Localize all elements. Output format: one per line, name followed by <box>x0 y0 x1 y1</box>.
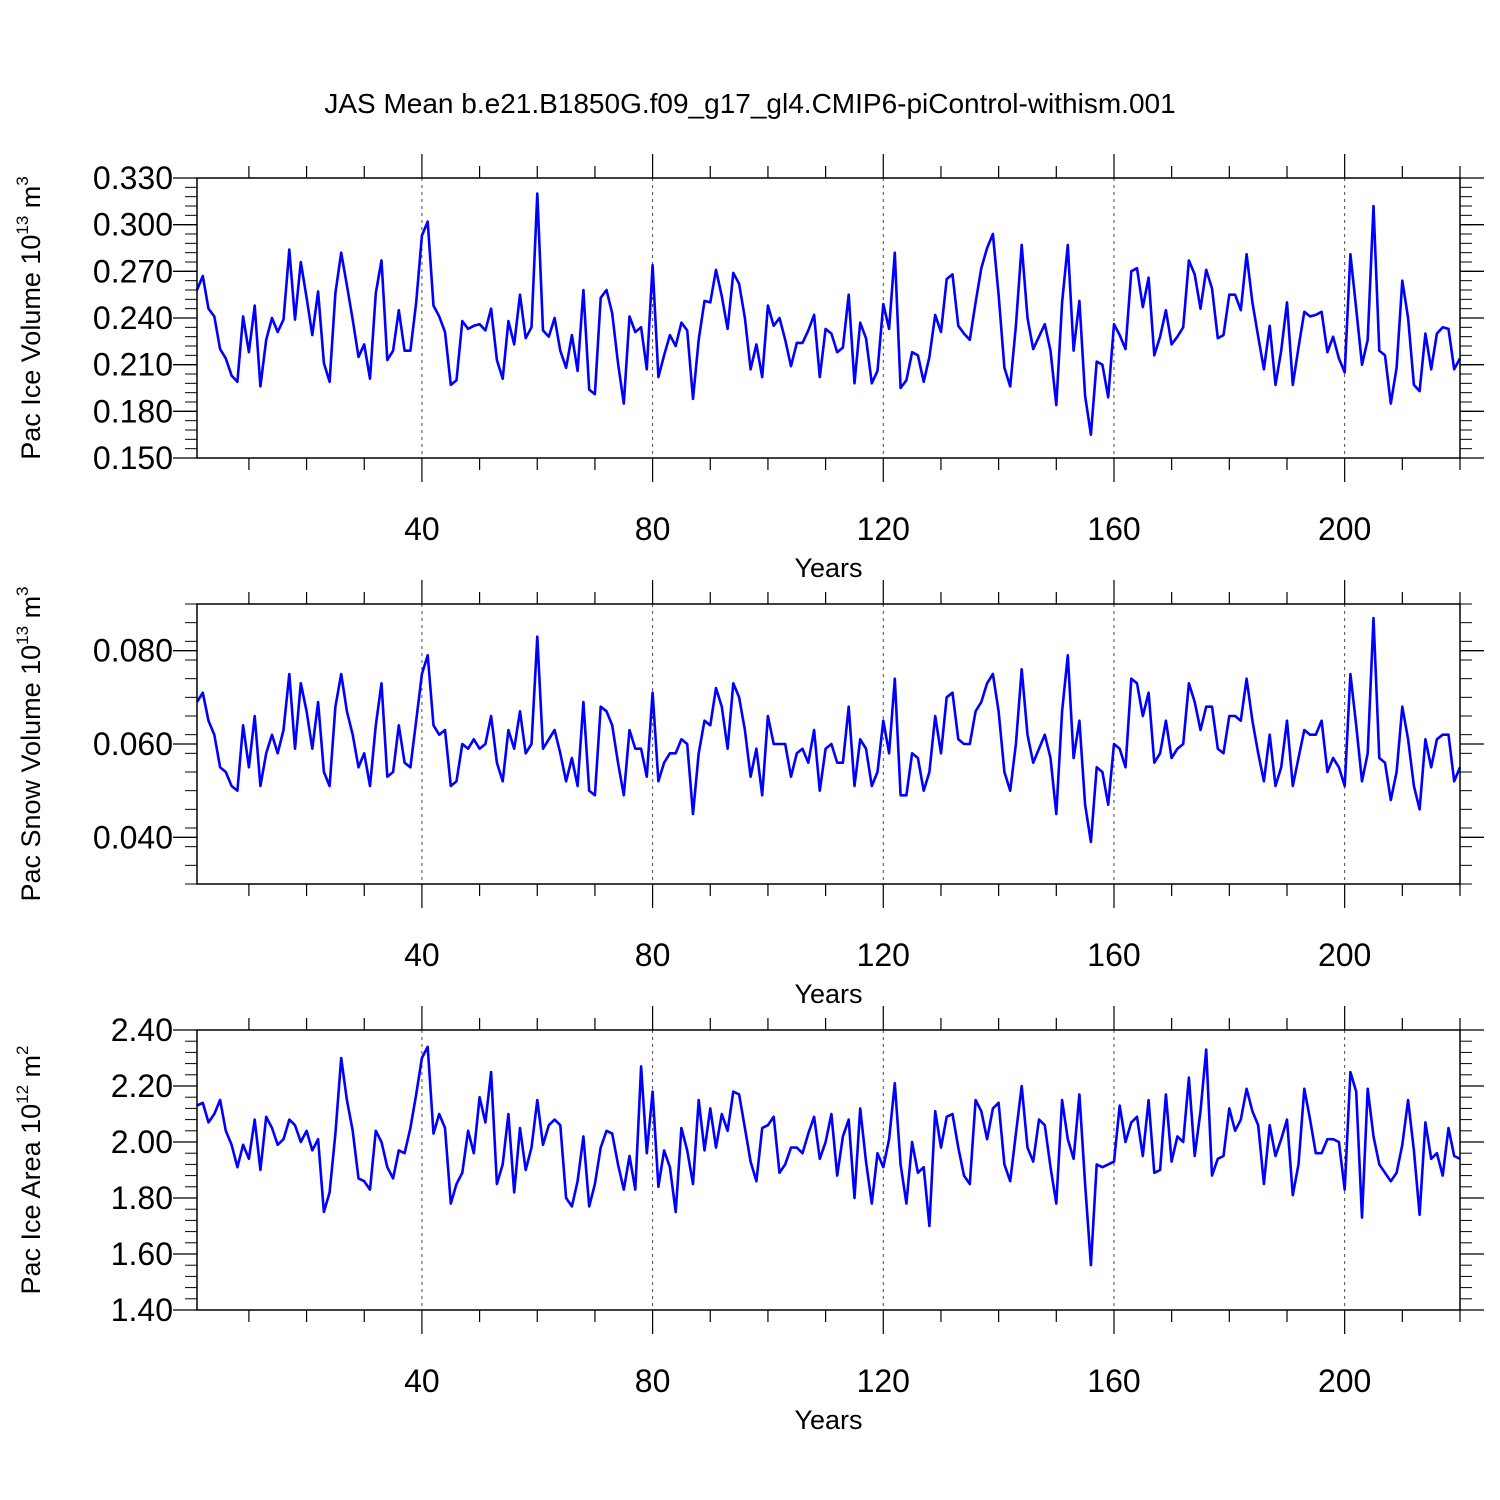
data-series-line <box>195 192 1462 437</box>
y-axis-label: Pac Ice Area 1012 m2 <box>13 1045 46 1294</box>
x-axis-label: Years <box>794 979 862 1009</box>
x-tick-label: 200 <box>1318 511 1371 547</box>
x-tick-label: 120 <box>857 937 910 973</box>
x-tick-label: 40 <box>404 937 440 973</box>
y-tick-label: 0.060 <box>93 726 173 762</box>
y-tick-label: 2.40 <box>111 1012 173 1048</box>
figure-title: JAS Mean b.e21.B1850G.f09_g17_gl4.CMIP6-… <box>324 88 1175 119</box>
data-series-line <box>195 616 1462 844</box>
x-tick-label: 40 <box>404 1363 440 1399</box>
y-tick-label: 0.210 <box>93 347 173 383</box>
y-tick-label: 0.330 <box>93 160 173 196</box>
chart-panel-1: 0.150 0.180 0.210 0.240 0.270 0.300 0.330 40 80 1… <box>13 154 1484 583</box>
x-axis-label: Years <box>794 1405 862 1435</box>
data-series-line <box>196 1045 1461 1267</box>
y-tick-label: 0.080 <box>93 633 173 669</box>
chart-panel-2: 0.040 0.060 0.080 40 80 120 160 200 Years Pac Sno… <box>13 580 1484 1009</box>
y-tick-label: 2.20 <box>111 1068 173 1104</box>
x-axis-label: Years <box>794 553 862 583</box>
x-tick-label: 80 <box>635 511 671 547</box>
x-tick-label: 160 <box>1087 1363 1140 1399</box>
y-tick-label: 0.270 <box>93 253 173 289</box>
x-tick-label: 160 <box>1087 511 1140 547</box>
y-tick-label: 1.40 <box>111 1292 173 1328</box>
y-tick-label: 0.040 <box>93 819 173 855</box>
y-tick-label: 2.00 <box>111 1124 173 1160</box>
x-tick-label: 80 <box>635 937 671 973</box>
y-axis-label: Pac Ice Volume 1013 m3 <box>13 176 46 460</box>
y-tick-label: 0.300 <box>93 207 173 243</box>
x-tick-label: 40 <box>404 511 440 547</box>
x-tick-label: 200 <box>1318 937 1371 973</box>
x-tick-label: 200 <box>1318 1363 1371 1399</box>
x-tick-label: 80 <box>635 1363 671 1399</box>
x-tick-label: 120 <box>857 1363 910 1399</box>
x-tick-label: 160 <box>1087 937 1140 973</box>
y-tick-label: 1.80 <box>111 1180 173 1216</box>
plot-frame <box>196 1029 1461 1311</box>
y-axis-label: Pac Snow Volume 1013 m3 <box>13 586 46 901</box>
y-tick-label: 0.150 <box>93 440 173 476</box>
y-tick-label: 0.180 <box>93 393 173 429</box>
y-tick-label: 1.60 <box>111 1236 173 1272</box>
x-tick-label: 120 <box>857 511 910 547</box>
plot-frame <box>196 177 1461 459</box>
y-tick-label: 0.240 <box>93 300 173 336</box>
chart-panel-3: 1.40 1.60 1.80 2.00 2.20 2.40 40 80 120 160 200 Yea… <box>13 1006 1484 1435</box>
